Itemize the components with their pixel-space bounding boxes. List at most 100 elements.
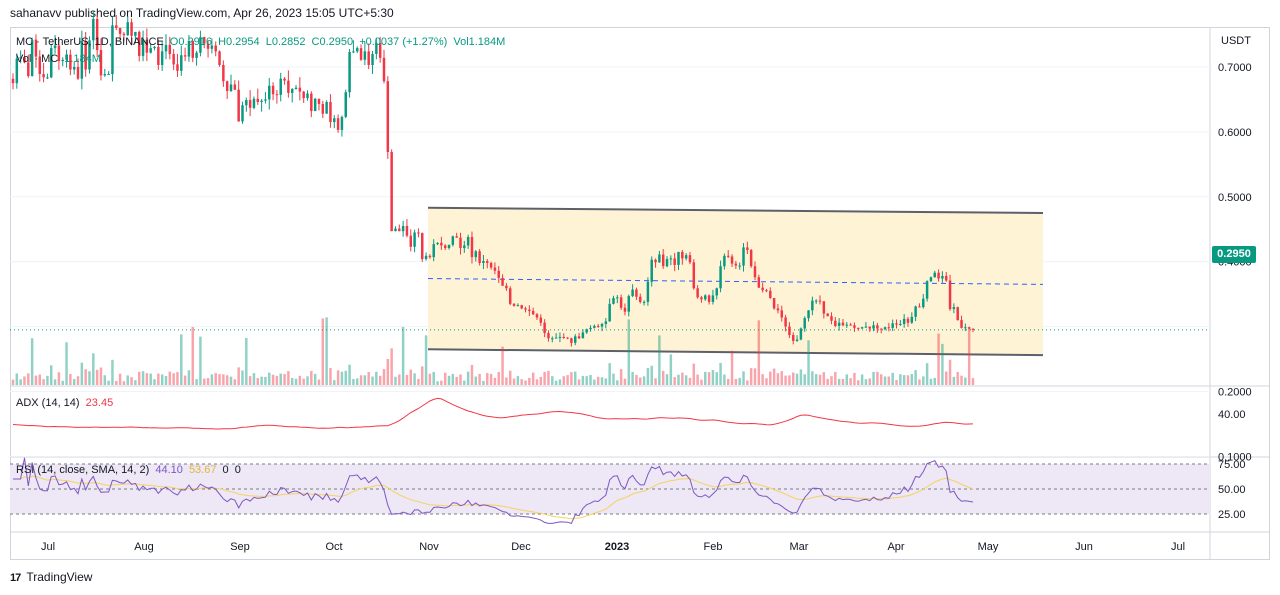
time-tick-label: Jun xyxy=(1075,541,1093,553)
volume-bar xyxy=(164,376,168,385)
candle-body xyxy=(554,337,558,339)
symbol-legend: MC · TetherUS, 1D, BINANCE O0.2916 H0.29… xyxy=(16,36,508,48)
tradingview-logo-icon: 17 xyxy=(10,572,21,584)
change-value: +0.0037 (+1.27%) xyxy=(359,36,448,48)
volume-bar xyxy=(344,370,347,385)
volume-bar xyxy=(187,370,191,385)
candle-body xyxy=(681,251,684,259)
volume-bar xyxy=(34,375,38,385)
candle-body xyxy=(474,251,478,258)
volume-bar xyxy=(23,376,26,385)
volume-bar xyxy=(948,359,952,385)
candle-body xyxy=(600,323,604,327)
volume-bar xyxy=(883,376,887,385)
volume-bar xyxy=(478,373,481,385)
adx-tick-label: 40.00 xyxy=(1218,409,1246,421)
price-tick-label: 0.7000 xyxy=(1218,62,1252,74)
candle-body xyxy=(466,237,470,246)
candle-body xyxy=(344,92,347,117)
candle-body xyxy=(704,295,707,300)
candle-body xyxy=(899,323,902,325)
volume-bar xyxy=(872,371,875,385)
volume-bar xyxy=(378,375,382,385)
volume-bar xyxy=(730,350,734,385)
vol-value: 1.184M xyxy=(64,53,101,65)
candle-body xyxy=(283,78,286,81)
volume-bar xyxy=(776,373,780,385)
candle-body xyxy=(753,266,757,278)
last-price-tag: 0.2950 xyxy=(1212,246,1256,263)
candle-body xyxy=(336,118,340,130)
candle-body xyxy=(279,78,282,95)
candle-body xyxy=(772,298,776,309)
candle-body xyxy=(241,105,244,122)
candle-body xyxy=(792,335,795,341)
candle-body xyxy=(700,297,703,300)
volume-bar xyxy=(363,375,367,385)
candle-body xyxy=(589,327,592,330)
adx-line xyxy=(12,397,974,430)
rsi-value: 44.10 xyxy=(155,464,183,476)
volume-bar xyxy=(279,373,282,385)
candle-body xyxy=(99,50,103,76)
candle-body xyxy=(516,305,520,307)
candle-body xyxy=(581,332,585,339)
candle-body xyxy=(390,151,393,232)
volume-bar xyxy=(271,374,275,385)
candle-body xyxy=(134,31,137,36)
rsi-label: RSI (14, close, SMA, 14, 2) xyxy=(16,464,150,476)
candle-body xyxy=(707,295,711,302)
time-tick-label: 2023 xyxy=(605,541,629,553)
volume-bar xyxy=(210,374,214,385)
volume-bar xyxy=(107,380,110,385)
volume-bar xyxy=(585,376,588,385)
volume-bar xyxy=(275,375,279,385)
candle-body xyxy=(195,52,198,58)
vol-label: Vol · MC xyxy=(16,53,59,65)
volume-bar xyxy=(830,376,833,385)
candle-body xyxy=(421,233,424,260)
volume-bar xyxy=(677,374,680,385)
candle-body xyxy=(95,18,99,51)
candle-body xyxy=(925,281,929,299)
volume-bar xyxy=(860,374,864,385)
candle-body xyxy=(268,85,271,100)
channel-bottom-line xyxy=(427,348,1044,357)
volume-bar xyxy=(394,376,397,385)
candle-body xyxy=(489,262,493,268)
volume-bar xyxy=(225,375,229,385)
volume-bar xyxy=(421,366,424,385)
candle-body xyxy=(359,48,363,60)
candle-body xyxy=(887,327,891,329)
volume-bar xyxy=(352,378,355,385)
currency-axis-label: USDT xyxy=(1221,35,1251,47)
volume-bar xyxy=(157,373,160,385)
volume-bar xyxy=(405,374,409,385)
volume-bar xyxy=(719,362,722,385)
volume-bar xyxy=(325,317,328,385)
footer-brand[interactable]: 17 TradingView xyxy=(10,570,92,584)
candle-body xyxy=(730,256,734,264)
candle-body xyxy=(141,39,145,56)
candle-body xyxy=(585,329,588,333)
time-tick-label: Nov xyxy=(419,541,439,553)
candle-body xyxy=(688,255,692,263)
volume-bar xyxy=(84,369,87,385)
candle-body xyxy=(742,247,745,266)
candle-body xyxy=(321,103,325,114)
volume-bar xyxy=(971,378,975,385)
candle-body xyxy=(394,228,397,232)
time-tick-label: May xyxy=(978,541,999,553)
candle-body xyxy=(566,337,569,339)
volume-bar xyxy=(317,379,321,385)
volume-bar xyxy=(482,380,485,385)
rsi-tick-label: 25.00 xyxy=(1218,509,1246,521)
volume-bar xyxy=(382,369,386,385)
candle-body xyxy=(15,58,19,84)
time-tick-label: Dec xyxy=(511,541,531,553)
candle-body xyxy=(317,98,321,104)
candle-body xyxy=(531,311,535,315)
volume-bar xyxy=(700,379,703,385)
volume-bar xyxy=(918,379,921,385)
